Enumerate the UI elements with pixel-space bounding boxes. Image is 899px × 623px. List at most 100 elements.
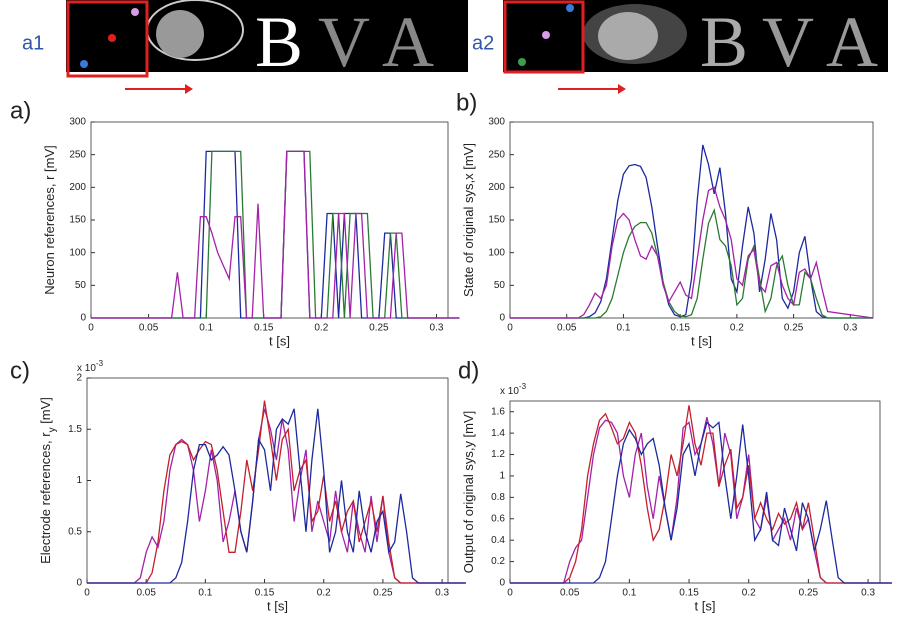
y-tick-label: 150 (69, 215, 86, 226)
x-axis-label: t [s] (269, 333, 290, 348)
plot-area (86, 377, 449, 584)
y-axis-label-text: Neuron references, r [mV] (42, 145, 57, 295)
stimulus-image (503, 0, 888, 72)
series-line (510, 186, 874, 319)
arrow-head (618, 84, 626, 94)
x-tick-label: 0.25 (373, 588, 393, 599)
x-tick-label: 0.2 (742, 588, 756, 599)
x-tick-label: 0.25 (799, 588, 819, 599)
chart: 0 0.05 0.1 0.15 0.2 0.25 0.3 0 0.5 1 1.5 2 c) t [s] El… (10, 357, 466, 613)
y-tick-label: 1.6 (491, 406, 505, 417)
chart: 0 0.05 0.1 0.15 0.2 0.25 0.3 0 50 100 150 200 250 300… (10, 97, 460, 348)
x-axis-label: t [s] (691, 333, 712, 348)
series-line (91, 150, 460, 319)
x-tick-label: 0.3 (861, 588, 875, 599)
x-tick-label: 0.15 (255, 588, 275, 599)
x-tick-label: 0.05 (557, 323, 577, 334)
y-tick-label: 0 (76, 578, 82, 589)
x-tick-label: 0.15 (670, 323, 690, 334)
chart: 0 0.05 0.1 0.15 0.2 0.25 0.3 0 0.2 0.4 0.6 0.8 1 1.2 1… (458, 357, 892, 613)
x-tick-label: 0.1 (616, 323, 630, 334)
y-multiplier: x 10-3 (77, 359, 104, 374)
y-multiplier-base: x 10 (77, 363, 96, 374)
eye-iris (156, 10, 204, 58)
panel-label: b) (456, 89, 477, 116)
banner-label: a1 (22, 32, 44, 54)
y-tick-label: 0 (499, 313, 505, 324)
receptive-field-box (66, 0, 149, 78)
x-tick-label: 0.3 (435, 588, 449, 599)
x-axis-label: t [s] (695, 598, 716, 613)
y-tick-label: 0.4 (491, 535, 505, 546)
dot (518, 58, 526, 66)
y-tick-label: 1.5 (68, 424, 82, 435)
plot-area (509, 400, 881, 584)
chart: 0 0.05 0.1 0.15 0.2 0.25 0.3 0 50 100 150 200 250 300… (456, 89, 874, 348)
series-line (510, 144, 873, 319)
x-axis-label: t [s] (267, 598, 288, 613)
y-tick-label: 150 (488, 215, 505, 226)
y-axis-label-text: Electrode references, r (38, 432, 53, 564)
arrow-head (185, 84, 193, 94)
y-tick-label: 0.2 (491, 556, 505, 567)
letter: A (826, 2, 878, 82)
x-tick-label: 0.05 (136, 588, 156, 599)
y-axis-label: Electrode references, ry [mV] (38, 397, 58, 564)
y-tick-label: 0.6 (491, 513, 505, 524)
x-tick-label: 0.15 (679, 588, 699, 599)
x-tick-label: 0.2 (317, 588, 331, 599)
x-tick-label: 0 (84, 588, 90, 599)
y-multiplier-exponent: -3 (96, 359, 104, 368)
y-axis-label: Neuron references, r [mV] (42, 145, 57, 295)
y-tick-label: 100 (488, 247, 505, 258)
y-tick-label: 0 (80, 313, 86, 324)
x-tick-label: 0.2 (314, 323, 328, 334)
x-tick-label: 0.25 (784, 323, 804, 334)
x-tick-label: 0 (88, 323, 94, 334)
y-tick-label: 300 (69, 117, 86, 128)
banner-a1: a1 B V A (22, 0, 468, 94)
receptive-field-box (503, 0, 585, 74)
panel-label: a) (10, 97, 31, 124)
series-line (510, 208, 873, 319)
y-tick-label: 1.4 (491, 428, 505, 439)
y-axis-label: Output of original sys,y [mV] (461, 411, 476, 574)
series-line (87, 408, 466, 584)
series-line (87, 400, 466, 584)
y-tick-label: 50 (75, 280, 87, 291)
y-tick-label: 250 (69, 149, 86, 160)
y-tick-label: 50 (494, 280, 506, 291)
dot (566, 4, 574, 12)
series-line (510, 421, 892, 584)
x-tick-label: 0 (507, 323, 513, 334)
x-tick-label: 0.05 (139, 323, 159, 334)
dot (80, 60, 88, 68)
y-tick-label: 0 (499, 578, 505, 589)
eye-iris (598, 12, 658, 60)
y-tick-label: 0.5 (68, 526, 82, 537)
y-axis-label-text: Output of original sys,y [mV] (461, 411, 476, 574)
y-tick-label: 1 (499, 471, 505, 482)
y-axis-label-subscript: y (47, 427, 58, 432)
y-tick-label: 2 (76, 373, 82, 384)
x-tick-label: 0.25 (369, 323, 389, 334)
y-tick-label: 200 (488, 182, 505, 193)
letter: V (318, 2, 370, 82)
banner-label: a2 (472, 32, 494, 54)
y-tick-label: 250 (488, 149, 505, 160)
panel-label: c) (10, 357, 30, 384)
dot (108, 34, 116, 42)
banner-a2: a2 B V A (472, 0, 888, 94)
y-axis-label-suffix: [mV] (38, 397, 53, 427)
letter: B (255, 2, 303, 82)
y-axis-label-text: State of original sys,x [mV] (461, 143, 476, 297)
x-tick-label: 0.2 (730, 323, 744, 334)
y-tick-label: 100 (69, 247, 86, 258)
x-tick-label: 0.3 (430, 323, 444, 334)
x-tick-label: 0.3 (843, 323, 857, 334)
x-tick-label: 0.1 (198, 588, 212, 599)
plot-area (90, 121, 449, 319)
x-tick-label: 0.15 (254, 323, 274, 334)
y-tick-label: 200 (69, 182, 86, 193)
